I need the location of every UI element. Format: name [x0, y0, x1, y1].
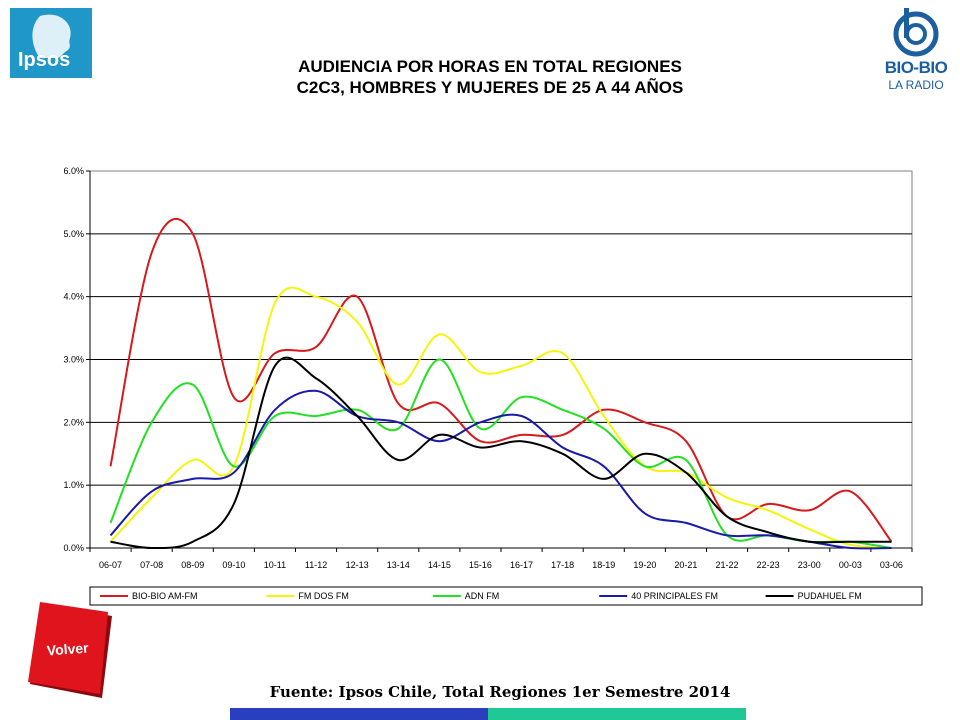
legend-box: [89, 586, 923, 606]
x-tick-label: 03-06: [880, 560, 903, 570]
x-tick-label: 20-21: [674, 560, 697, 570]
y-tick-label: 1.0%: [63, 480, 84, 490]
series-line-bio-bio-am-fm: [109, 217, 893, 543]
series-line-40-principales-fm: [109, 389, 892, 550]
x-tick-label: 21-22: [716, 560, 739, 570]
source-note: Fuente: Ipsos Chile, Total Regiones 1er …: [269, 683, 731, 701]
series-line-adn-fm: [109, 358, 892, 549]
series-line-fm-dos-fm: [109, 286, 892, 549]
x-tick-label: 16-17: [510, 560, 533, 570]
x-tick-label: 12-13: [346, 560, 369, 570]
x-tick-label: 14-15: [428, 560, 451, 570]
x-tick-label: 23-00: [798, 560, 821, 570]
y-tick-label: 4.0%: [63, 292, 84, 302]
x-tick-label: 18-19: [592, 560, 615, 570]
volver-button[interactable]: Volver: [24, 602, 120, 700]
x-tick-label: 10-11: [264, 560, 286, 570]
title-line-2: C2C3, HOMBRES Y MUJERES DE 25 A 44 AÑOS: [296, 78, 684, 97]
x-tick-label: 00-03: [839, 560, 862, 570]
legend-label: 40 PRINCIPALES FM: [631, 591, 718, 601]
biobio-symbol-icon: [893, 8, 939, 57]
x-tick-label: 17-18: [551, 560, 574, 570]
biobio-logo-subtitle: LA RADIO: [888, 78, 944, 92]
volver-badge-icon: Volver: [28, 602, 112, 698]
x-tick-label: 09-10: [222, 560, 245, 570]
y-tick-label: 3.0%: [63, 355, 84, 365]
y-tick-label: 5.0%: [63, 229, 84, 239]
legend-label: ADN FM: [465, 591, 500, 601]
y-tick-label: 6.0%: [63, 166, 84, 176]
footer-bar-blue: [230, 708, 488, 720]
x-tick-label: 06-07: [99, 560, 122, 570]
x-tick-label: 22-23: [757, 560, 780, 570]
legend-label: FM DOS FM: [298, 591, 349, 601]
x-tick-label: 19-20: [633, 560, 656, 570]
x-tick-label: 07-08: [140, 560, 163, 570]
ipsos-logo-text: Ipsos: [18, 49, 71, 71]
x-tick-label: 15-16: [469, 560, 492, 570]
biobio-logo-name: BIO-BIO: [884, 58, 948, 77]
x-tick-label: 11-12: [305, 560, 327, 570]
legend-label: BIO-BIO AM-FM: [132, 591, 198, 601]
title-line-1: AUDIENCIA POR HORAS EN TOTAL REGIONES: [298, 57, 682, 76]
y-tick-label: 2.0%: [63, 417, 84, 427]
series-line-pudahuel-fm: [110, 356, 892, 550]
x-tick-label: 08-09: [181, 560, 204, 570]
ipsos-head-icon: [32, 14, 71, 59]
ipsos-logo: Ipsos: [10, 8, 92, 78]
legend-label: PUDAHUEL FM: [798, 591, 862, 601]
page-title: AUDIENCIA POR HORAS EN TOTAL REGIONES C2…: [180, 56, 800, 98]
footer-bar-green: [488, 708, 746, 720]
y-tick-label: 0.0%: [63, 543, 84, 553]
volver-label: Volver: [46, 640, 89, 659]
x-tick-label: 13-14: [387, 560, 410, 570]
biobio-logo: BIO-BIO LA RADIO: [880, 6, 952, 98]
